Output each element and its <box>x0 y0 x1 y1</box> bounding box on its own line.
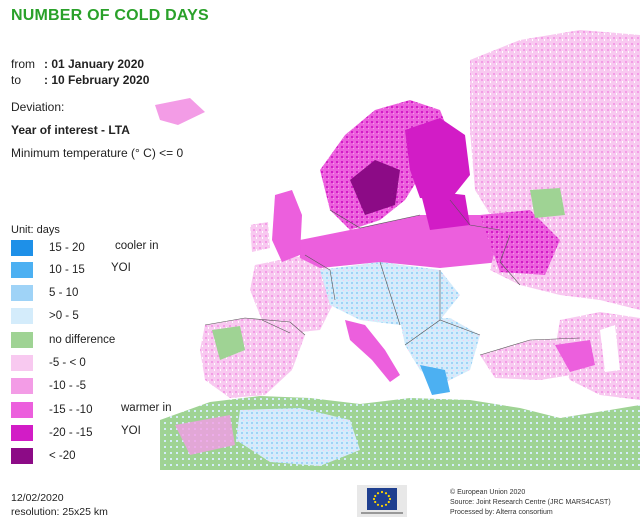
russia-warm-patch <box>480 210 560 275</box>
legend-item: -15 - -10 <box>11 402 95 418</box>
legend-swatch <box>11 425 33 441</box>
legend-unit: Unit: days <box>11 224 60 236</box>
legend-swatch <box>11 448 33 464</box>
legend-item: -20 - -15 <box>11 425 95 441</box>
legend-label: -5 - < 0 <box>47 357 88 369</box>
greece-cool <box>420 365 450 395</box>
legend-warmer-label: warmer in <box>119 402 174 414</box>
legend-item: -10 - -5 <box>11 378 89 394</box>
period-to-row: to : 10 February 2020 <box>11 72 149 88</box>
legend-item: 15 - 20 <box>11 240 87 256</box>
iceland-region <box>155 98 205 125</box>
legend-swatch <box>11 378 33 394</box>
ireland-region <box>250 222 270 252</box>
black-sea <box>470 312 555 340</box>
finland-region <box>405 118 470 200</box>
baltic-belt <box>300 215 510 268</box>
legend-cooler-sub: YOI <box>109 262 133 274</box>
legend-swatch <box>11 262 33 278</box>
legend-warmer-sub: YOI <box>119 425 143 437</box>
europe-map <box>155 30 640 470</box>
russia-green-patch <box>530 188 565 218</box>
caspian-sea <box>600 325 620 372</box>
source-text: Source: Joint Research Centre (JRC MARS4… <box>450 499 611 506</box>
to-label: to <box>11 73 22 87</box>
turkey-east-warm <box>555 340 595 372</box>
legend-label: -15 - -10 <box>47 404 95 416</box>
north-africa-cool-zone <box>236 408 360 466</box>
legend-item: < -20 <box>11 448 78 464</box>
north-africa-warm-zone <box>175 415 235 455</box>
legend-label: 15 - 20 <box>47 242 87 254</box>
period-from-row: from : 01 January 2020 <box>11 56 149 72</box>
to-date: : 10 February 2020 <box>44 73 150 87</box>
legend-label: -10 - -5 <box>47 380 89 392</box>
period-block: from : 01 January 2020 to : 10 February … <box>11 56 149 88</box>
from-label: from <box>11 57 35 71</box>
legend-item: 5 - 10 <box>11 285 81 301</box>
balkans-region <box>400 318 480 385</box>
deviation-label: Deviation: <box>11 100 65 114</box>
legend-item: -5 - < 0 <box>11 355 88 371</box>
legend-item: >0 - 5 <box>11 308 81 324</box>
middle-east-region <box>555 312 640 400</box>
legend-swatch <box>11 240 33 256</box>
legend-label: no difference <box>47 334 118 346</box>
min-temperature-label: Minimum temperature (° C) <= 0 <box>11 146 184 160</box>
legend-swatch <box>11 285 33 301</box>
footer-credits: © European Union 2020 Source: Joint Rese… <box>450 488 611 518</box>
russia-region <box>470 30 640 310</box>
country-borders <box>204 199 581 356</box>
map-title: NUMBER OF COLD DAYS <box>11 7 209 24</box>
legend-label: 10 - 15 <box>47 264 87 276</box>
legend-item: 10 - 15 <box>11 262 87 278</box>
legend-label: < -20 <box>47 450 78 462</box>
year-of-interest-label: Year of interest - LTA <box>11 123 130 137</box>
italy-region <box>345 320 400 382</box>
copyright-text: © European Union 2020 <box>450 489 526 496</box>
legend-label: -20 - -15 <box>47 427 95 439</box>
legend-cooler-label: cooler in <box>113 240 161 252</box>
baltic-deep <box>420 190 470 230</box>
legend-swatch <box>11 308 33 324</box>
france-region <box>250 255 335 333</box>
from-date: : 01 January 2020 <box>44 57 145 71</box>
legend-swatch <box>11 332 33 348</box>
scandinavia-deep <box>350 160 400 215</box>
eu-flag-logo <box>357 485 407 517</box>
legend-swatch <box>11 402 33 418</box>
resolution-label: resolution: 25x25 km <box>11 506 108 518</box>
iberia-green <box>212 326 245 360</box>
legend-label: 5 - 10 <box>47 287 81 299</box>
legend-label: >0 - 5 <box>47 310 81 322</box>
legend-swatch <box>11 355 33 371</box>
issue-date: 12/02/2020 <box>11 492 64 504</box>
processed-text: Processed by: Alterra consortium <box>450 509 553 516</box>
uk-region <box>272 190 302 262</box>
legend-item: no difference <box>11 332 118 348</box>
